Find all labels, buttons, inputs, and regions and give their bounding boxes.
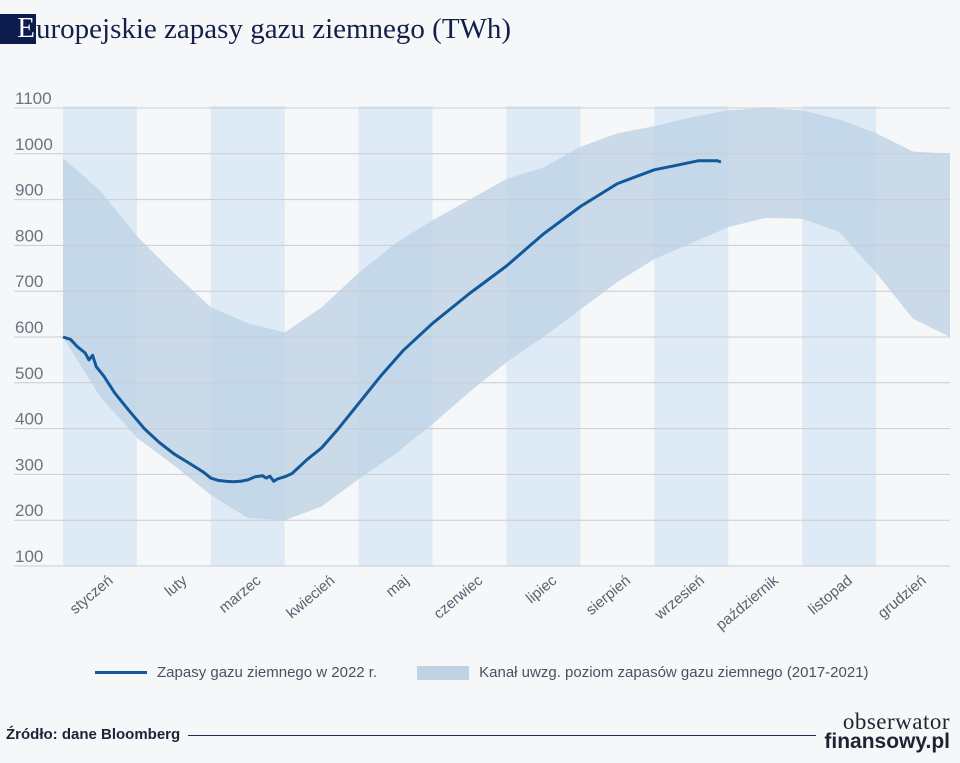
month-label-11: grudzień xyxy=(875,572,930,622)
month-label-1: luty xyxy=(162,572,191,600)
gridlines xyxy=(14,107,950,567)
y-axis-ticks: 100 200 300 400 500 600 700 800 900 1000 1100 xyxy=(15,89,53,566)
month-label-4: maj xyxy=(383,572,412,601)
y-tick-700: 700 xyxy=(15,272,43,291)
y-tick-500: 500 xyxy=(15,364,43,383)
historical-band xyxy=(63,108,950,521)
title-text: uropejskie zapasy gazu ziemnego (TWh) xyxy=(36,12,512,45)
title-initial-box: E xyxy=(0,12,36,44)
source-note: Źródło: dane Bloomberg xyxy=(6,726,181,743)
y-tick-100: 100 xyxy=(15,547,43,566)
month-label-6: lipiec xyxy=(523,572,560,607)
legend-band-label: Kanał uwzg. poziom zapasów gazu ziemnego… xyxy=(479,664,869,681)
x-axis-month-labels: styczeń luty marzec kwiecień maj czerwiec lipi… xyxy=(67,572,930,634)
y-tick-800: 800 xyxy=(15,226,43,245)
month-label-10: listopad xyxy=(805,572,856,618)
legend-line-swatch xyxy=(95,671,147,674)
logo: obserwator finansowy.pl xyxy=(824,709,950,753)
legend: Zapasy gazu ziemnego w 2022 r. Kanał uwz… xyxy=(95,664,869,681)
logo-line2: finansowy.pl xyxy=(824,730,950,753)
month-label-2: marzec xyxy=(216,572,265,617)
y-tick-900: 900 xyxy=(15,181,43,200)
month-label-8: wrzesień xyxy=(651,572,708,624)
y-tick-200: 200 xyxy=(15,501,43,520)
title-initial: E xyxy=(17,12,35,44)
month-label-3: kwiecień xyxy=(283,572,338,622)
month-label-5: czerwiec xyxy=(430,572,486,623)
month-label-7: sierpień xyxy=(583,572,634,619)
month-label-0: styczeń xyxy=(67,572,117,618)
legend-band-swatch xyxy=(417,665,470,680)
y-tick-1000: 1000 xyxy=(15,135,53,154)
y-tick-300: 300 xyxy=(15,455,43,474)
y-tick-600: 600 xyxy=(15,318,43,337)
legend-line-label: Zapasy gazu ziemnego w 2022 r. xyxy=(157,664,378,681)
footer-divider xyxy=(188,735,816,736)
y-tick-400: 400 xyxy=(15,410,43,429)
logo-line1: obserwator xyxy=(842,709,950,734)
month-label-9: październik xyxy=(713,572,782,634)
y-tick-1100: 1100 xyxy=(15,89,52,108)
line-2022 xyxy=(62,159,722,484)
